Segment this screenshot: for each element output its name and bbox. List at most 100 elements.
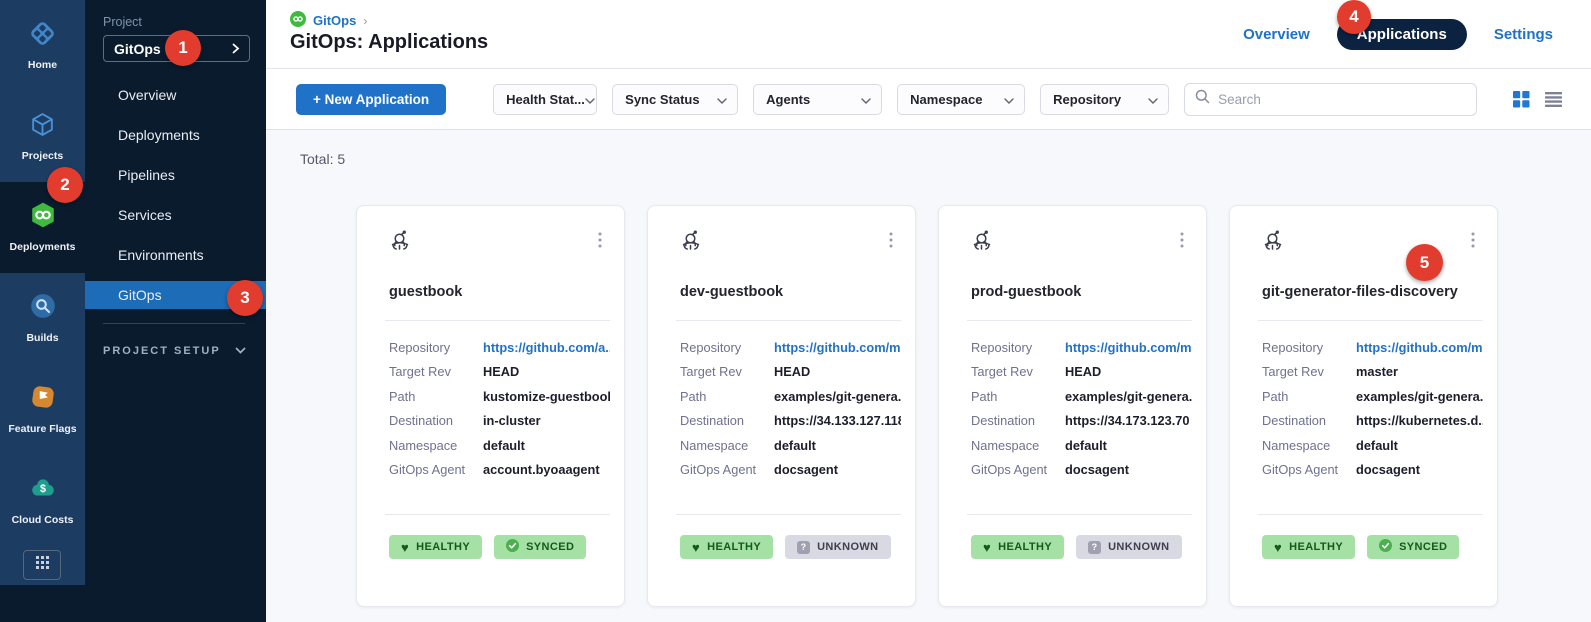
header-tabs: Overview Applications Settings: [1243, 19, 1553, 50]
detail-label: Target Rev: [971, 364, 1033, 380]
detail-value: examples/git-genera...: [1065, 388, 1192, 404]
rail-item-label: Deployments: [9, 241, 76, 254]
list-view-icon[interactable]: [1545, 91, 1563, 107]
app-name: git-generator-files-discovery: [1262, 284, 1458, 300]
detail-label: Target Rev: [680, 364, 742, 380]
check-circle-icon: [1379, 539, 1393, 555]
badge-label: HEALTHY: [416, 541, 471, 553]
dropdown-label: Sync Status: [625, 91, 700, 107]
chevron-down-icon: [1148, 92, 1158, 107]
application-card[interactable]: dev-guestbook Repository https://github.c…: [647, 205, 916, 607]
rail-item-home[interactable]: Home: [0, 0, 85, 91]
detail-row: Target Rev HEAD: [389, 360, 610, 385]
detail-value: default: [1065, 437, 1107, 453]
sidebar-item-label: Deployments: [118, 127, 200, 143]
detail-value: account.byoaagent: [483, 462, 600, 478]
chevron-down-icon: [585, 92, 595, 107]
detail-value: master: [1356, 364, 1398, 380]
status-badges: ♥ HEALTHY ? UNKNOWN: [680, 535, 915, 559]
status-badges: ♥ HEALTHY SYNCED: [389, 535, 624, 559]
health-status-dropdown[interactable]: Health Stat...: [493, 83, 598, 115]
grid-apps-icon: [35, 555, 50, 575]
sidebar-item-label: GitOps: [118, 287, 162, 303]
grid-view-icon[interactable]: [1513, 90, 1530, 108]
project-setup-toggle[interactable]: PROJECT SETUP: [103, 345, 266, 357]
detail-row: Destination https://kubernetes.d...: [1262, 409, 1483, 434]
search-input[interactable]: [1218, 91, 1467, 107]
rail-item-label: Projects: [21, 149, 64, 162]
detail-label: GitOps Agent: [971, 462, 1048, 478]
rail-item-feature-flags[interactable]: Feature Flags: [0, 364, 85, 455]
detail-label: GitOps Agent: [680, 462, 757, 478]
repository-link[interactable]: https://github.com/m...: [1356, 339, 1483, 355]
repository-link[interactable]: https://github.com/m...: [1065, 339, 1192, 355]
detail-value: in-cluster: [483, 413, 541, 429]
sync-status-badge: ? UNKNOWN: [785, 535, 891, 559]
view-toggles: [1513, 90, 1563, 108]
card-kebab-menu[interactable]: [596, 230, 604, 255]
detail-label: Path: [971, 388, 998, 404]
sidebar-item-overview[interactable]: Overview: [85, 75, 266, 115]
page-title: GitOps: Applications: [290, 31, 489, 53]
chevron-right-icon: [232, 41, 240, 57]
detail-row: Destination https://34.133.127.118: [680, 409, 901, 434]
application-card[interactable]: guestbook Repository https://github.com/a…: [356, 205, 625, 607]
detail-row: Path kustomize-guestbook: [389, 384, 610, 409]
detail-value: https://34.173.123.70: [1065, 413, 1190, 429]
project-setup-label: PROJECT SETUP: [103, 345, 221, 357]
card-kebab-menu[interactable]: [1469, 230, 1477, 255]
sidebar-item-services[interactable]: Services: [85, 195, 266, 235]
chevron-down-icon: [861, 92, 871, 107]
namespace-dropdown[interactable]: Namespace: [897, 83, 1026, 115]
annotation-marker-3: 3: [227, 280, 263, 316]
sidebar-item-label: Services: [118, 207, 172, 223]
dropdown-label: Repository: [1053, 91, 1122, 107]
badge-label: HEALTHY: [998, 541, 1053, 553]
sidebar-item-pipelines[interactable]: Pipelines: [85, 155, 266, 195]
sync-status-dropdown[interactable]: Sync Status: [612, 83, 739, 115]
detail-label: GitOps Agent: [1262, 462, 1339, 478]
rail-item-cloud-costs[interactable]: $ Cloud Costs: [0, 455, 85, 546]
detail-row: Destination https://34.173.123.70: [971, 409, 1192, 434]
sidebar-item-deployments[interactable]: Deployments: [85, 115, 266, 155]
rail-item-builds[interactable]: Builds: [0, 273, 85, 364]
detail-row: Target Rev HEAD: [680, 360, 901, 385]
health-status-badge: ♥ HEALTHY: [971, 535, 1065, 559]
health-status-badge: ♥ HEALTHY: [389, 535, 483, 559]
card-divider: [385, 514, 610, 515]
detail-row: Namespace default: [1262, 433, 1483, 458]
question-icon: ?: [1088, 540, 1102, 554]
repository-link[interactable]: https://github.com/a...: [483, 339, 610, 355]
card-kebab-menu[interactable]: [1178, 230, 1186, 255]
tab-settings[interactable]: Settings: [1493, 26, 1553, 43]
detail-row: GitOps Agent docsagent: [680, 458, 901, 483]
application-card[interactable]: git-generator-files-discovery Repository…: [1229, 205, 1498, 607]
heart-icon: ♥: [1274, 539, 1283, 555]
breadcrumb-gitops-link[interactable]: GitOps: [313, 13, 357, 28]
card-kebab-menu[interactable]: [887, 230, 895, 255]
agents-dropdown[interactable]: Agents: [753, 83, 883, 115]
page-header: GitOps › GitOps: Applications Overview A…: [266, 0, 1591, 69]
application-card[interactable]: prod-guestbook Repository https://github.…: [938, 205, 1207, 607]
rail-item-projects[interactable]: Projects: [0, 91, 85, 182]
sidebar-item-environments[interactable]: Environments: [85, 235, 266, 275]
projects-icon: [29, 111, 56, 143]
repository-link[interactable]: https://github.com/m...: [774, 339, 901, 355]
application-cards: guestbook Repository https://github.com/a…: [356, 205, 1591, 607]
tab-overview[interactable]: Overview: [1243, 26, 1310, 43]
rail-item-label: Home: [27, 58, 58, 71]
detail-value: default: [1356, 437, 1398, 453]
repository-dropdown[interactable]: Repository: [1040, 83, 1170, 115]
card-detail-rows: Repository https://github.com/m... Target…: [971, 335, 1192, 482]
svg-text:$: $: [40, 483, 46, 495]
all-modules-button[interactable]: [23, 550, 61, 580]
app-name: dev-guestbook: [680, 284, 784, 300]
check-circle-icon: [506, 539, 520, 555]
breadcrumb: GitOps ›: [290, 11, 367, 30]
card-divider: [385, 320, 610, 321]
annotation-marker-2: 2: [47, 167, 83, 203]
applications-content: Total: 5 guestbook Repository https://git…: [266, 130, 1591, 607]
new-application-button[interactable]: + New Application: [296, 83, 447, 115]
detail-label: Destination: [1262, 413, 1327, 429]
sidebar-item-label: Environments: [118, 247, 204, 263]
